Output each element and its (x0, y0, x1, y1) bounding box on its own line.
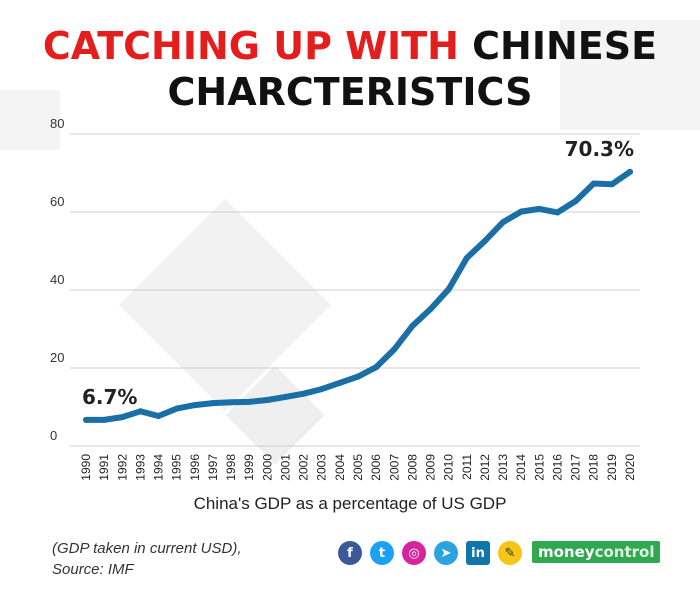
x-tick-label: 1999 (242, 454, 256, 481)
data-point (300, 390, 307, 397)
x-tick-label: 2011 (460, 454, 474, 480)
x-tick-label: 2009 (424, 454, 438, 481)
series-line (83, 168, 633, 423)
x-tick-label: 2012 (478, 454, 492, 481)
data-point (463, 255, 470, 262)
x-tick-label: 2013 (496, 454, 510, 481)
x-tick-label: 2019 (605, 454, 619, 481)
x-tick-label: 2008 (405, 454, 419, 481)
linkedin-icon[interactable]: in (466, 541, 490, 565)
x-tick-label: 1995 (170, 454, 184, 481)
data-point (264, 396, 271, 403)
x-tick-label: 1993 (133, 454, 147, 481)
x-tick-label: 2006 (369, 454, 383, 481)
line-chart: 0 20 40 60 80 1990 1991 1992 1993 1994 1995 1996 199… (50, 116, 640, 481)
data-point (608, 181, 615, 188)
x-tick-label: 2010 (442, 454, 456, 481)
y-tick-label: 40 (50, 272, 64, 287)
y-tick-label: 60 (50, 194, 64, 209)
data-point (191, 402, 198, 409)
data-point (282, 393, 289, 400)
data-point (83, 416, 89, 423)
data-point (409, 322, 416, 329)
y-tick-label: 0 (50, 428, 57, 443)
x-tick-label: 1990 (79, 454, 93, 481)
brand-part-1: money (538, 543, 595, 561)
x-tick-label: 2005 (351, 454, 365, 481)
footnote-source: Source: IMF (52, 561, 134, 578)
data-point (155, 412, 162, 419)
data-point (445, 286, 452, 293)
data-point (554, 209, 561, 216)
data-point (627, 168, 633, 175)
x-tick-label: 2018 (587, 454, 601, 481)
x-tick-label: 2004 (333, 454, 347, 481)
data-point (336, 379, 343, 386)
x-tick-label: 2003 (315, 454, 329, 481)
x-tick-label: 2007 (387, 454, 401, 481)
x-tick-label: 2000 (260, 454, 274, 481)
data-label: 70.3% (565, 137, 634, 161)
data-point (500, 219, 507, 226)
x-tick-label: 2002 (297, 454, 311, 481)
koo-icon[interactable]: ✎ (498, 541, 522, 565)
x-tick-label: 1994 (152, 454, 166, 481)
twitter-icon[interactable]: t (370, 541, 394, 565)
data-point (137, 408, 144, 415)
brand-part-2: control (594, 543, 655, 561)
data-point (391, 346, 398, 353)
x-tick-label: 1998 (224, 454, 238, 481)
footnote: (GDP taken in current USD), Source: IMF (52, 538, 242, 580)
x-tick-label: 1997 (206, 454, 220, 481)
data-point (173, 405, 180, 412)
x-tick-label: 2001 (278, 454, 292, 481)
chart-title-line-1: CATCHING UP WITH CHINESE (0, 24, 700, 68)
x-tick-label: 2015 (532, 454, 546, 481)
data-point (209, 400, 216, 407)
data-point (427, 306, 434, 313)
data-point (481, 237, 488, 244)
data-point (572, 198, 579, 205)
data-point (101, 416, 108, 423)
data-point (228, 399, 235, 406)
data-point (536, 205, 543, 212)
x-tick-label: 1991 (97, 454, 111, 481)
facebook-icon[interactable]: f (338, 541, 362, 565)
x-tick-label: 2014 (514, 454, 528, 481)
chart-caption: China's GDP as a percentage of US GDP (193, 494, 507, 513)
x-tick-label: 2020 (623, 454, 637, 481)
data-point (318, 386, 325, 393)
title-red-text: CATCHING UP WITH (42, 24, 459, 68)
moneycontrol-logo: moneycontrol (532, 541, 661, 563)
data-label: 6.7% (82, 385, 137, 409)
x-tick-label: 2016 (550, 454, 564, 481)
y-tick-label: 20 (50, 350, 64, 365)
social-icons: f t ◎ ➤ in ✎ (338, 541, 522, 565)
data-point (246, 398, 253, 405)
data-point (590, 180, 597, 187)
instagram-icon[interactable]: ◎ (402, 541, 426, 565)
x-tick-label: 2017 (569, 454, 583, 481)
data-point (518, 208, 525, 215)
telegram-icon[interactable]: ➤ (434, 541, 458, 565)
data-point (373, 364, 380, 371)
title-black-text: CHINESE (472, 24, 658, 68)
x-tick-label: 1996 (188, 454, 202, 481)
data-point (119, 414, 126, 421)
chart-title-line-2: CHARCTERISTICS (167, 70, 533, 114)
footnote-note: (GDP taken in current USD), (52, 540, 242, 557)
x-tick-label: 1992 (115, 454, 129, 481)
data-point (355, 373, 361, 380)
y-tick-label: 80 (50, 116, 64, 131)
